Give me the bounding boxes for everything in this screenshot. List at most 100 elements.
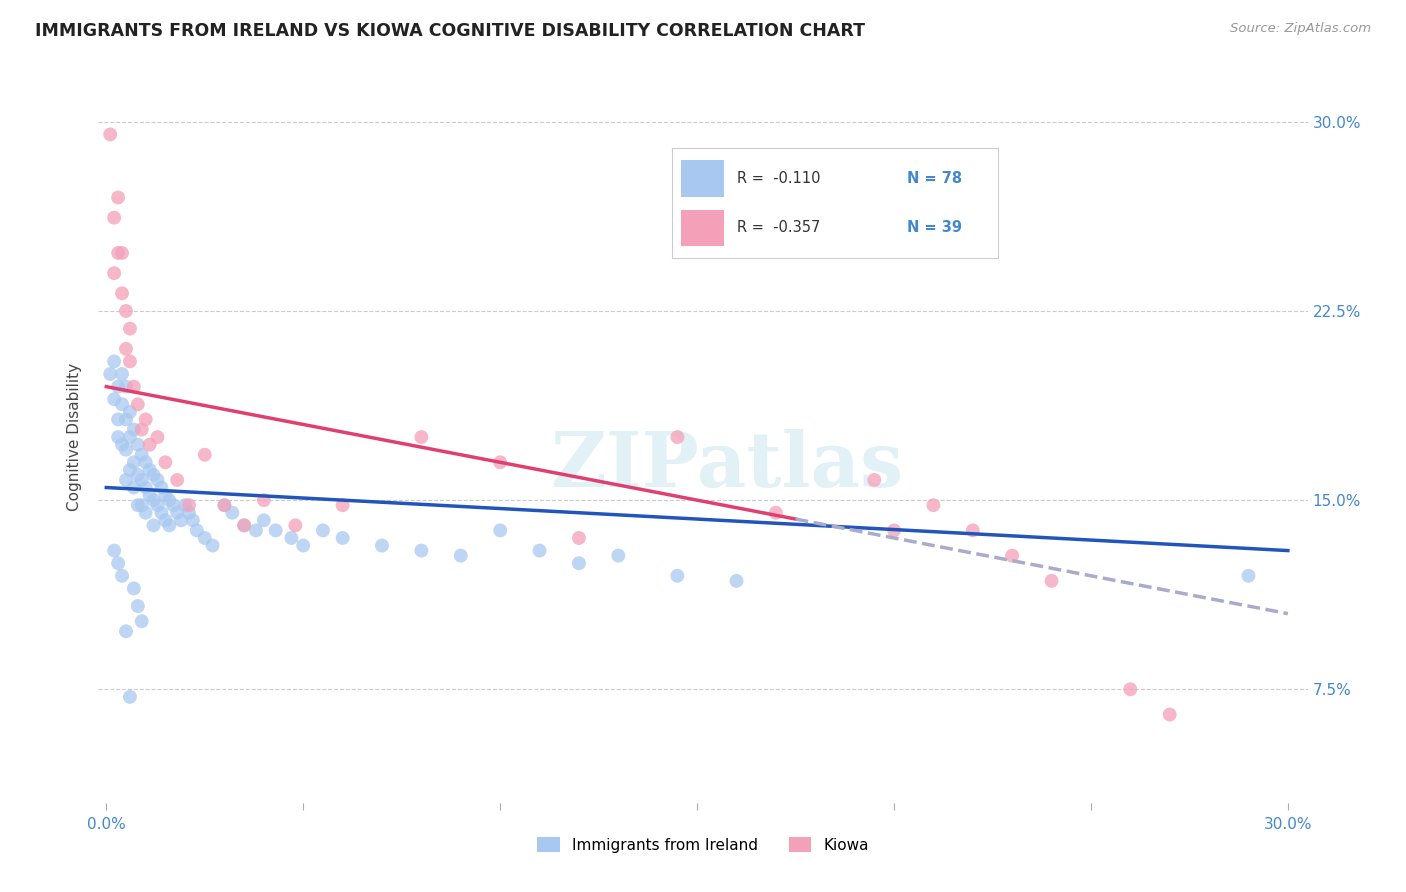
Point [174,498,197,512]
Point [253,493,276,508]
Point [280,531,302,545]
Point [131,423,153,437]
Point [135,481,157,495]
Point [146,430,169,444]
Point [155,513,177,527]
Point [122,455,145,469]
Point [127,599,149,613]
Point [489,455,512,469]
Point [186,524,208,538]
Point [201,539,224,553]
Legend: Immigrants from Ireland, Kiowa: Immigrants from Ireland, Kiowa [533,832,873,857]
Point [131,473,153,487]
Point [131,498,153,512]
Point [170,513,193,527]
Point [138,437,160,451]
Point [107,430,129,444]
Point [863,473,886,487]
Point [131,614,153,628]
Point [111,569,134,583]
Point [166,473,188,487]
Point [103,543,125,558]
Point [115,473,138,487]
Point [1040,574,1063,588]
Point [142,518,165,533]
Y-axis label: Cognitive Disability: Cognitive Disability [67,363,83,511]
Point [107,246,129,260]
Point [127,467,149,482]
Point [194,531,217,545]
Point [115,442,138,457]
Point [221,506,243,520]
Point [115,379,138,393]
Point [150,481,173,495]
Point [157,518,180,533]
Point [529,543,551,558]
Point [98,367,121,381]
Point [1119,682,1142,697]
Point [214,498,236,512]
Point [765,506,787,520]
Point [162,498,184,512]
Point [292,539,315,553]
Point [666,430,689,444]
Point [284,518,307,533]
Point [127,437,149,451]
Point [118,463,141,477]
Point [253,513,276,527]
Point [111,367,134,381]
Point [450,549,472,563]
Point [138,488,160,502]
Point [107,556,129,570]
Point [127,498,149,512]
Point [111,437,134,451]
Point [118,354,141,368]
FancyBboxPatch shape [682,161,724,196]
Point [962,524,984,538]
Point [245,524,267,538]
Point [146,473,169,487]
Point [142,493,165,508]
Point [177,498,200,512]
Text: R =  -0.357: R = -0.357 [737,220,820,235]
Point [122,481,145,495]
Point [150,506,173,520]
Point [155,488,177,502]
Point [118,690,141,704]
Point [233,518,256,533]
Point [135,506,157,520]
Point [115,412,138,426]
Point [1237,569,1260,583]
Point [214,498,236,512]
Point [411,430,433,444]
Point [111,286,134,301]
Point [312,524,335,538]
Point [332,531,354,545]
Point [194,448,217,462]
Point [98,128,121,142]
Point [332,498,354,512]
Point [166,506,188,520]
Point [157,493,180,508]
Point [107,190,129,204]
Point [177,506,200,520]
Point [118,321,141,335]
Point [135,412,157,426]
Point [666,569,689,583]
Point [922,498,945,512]
Point [115,624,138,639]
Point [127,397,149,411]
Point [115,342,138,356]
Point [103,211,125,225]
Point [107,412,129,426]
Point [135,455,157,469]
Point [489,524,512,538]
Text: IMMIGRANTS FROM IRELAND VS KIOWA COGNITIVE DISABILITY CORRELATION CHART: IMMIGRANTS FROM IRELAND VS KIOWA COGNITI… [35,22,865,40]
Point [568,556,591,570]
FancyBboxPatch shape [682,210,724,246]
Point [568,531,591,545]
Point [111,397,134,411]
Text: R =  -0.110: R = -0.110 [737,171,821,186]
Text: N = 78: N = 78 [907,171,962,186]
Point [118,430,141,444]
